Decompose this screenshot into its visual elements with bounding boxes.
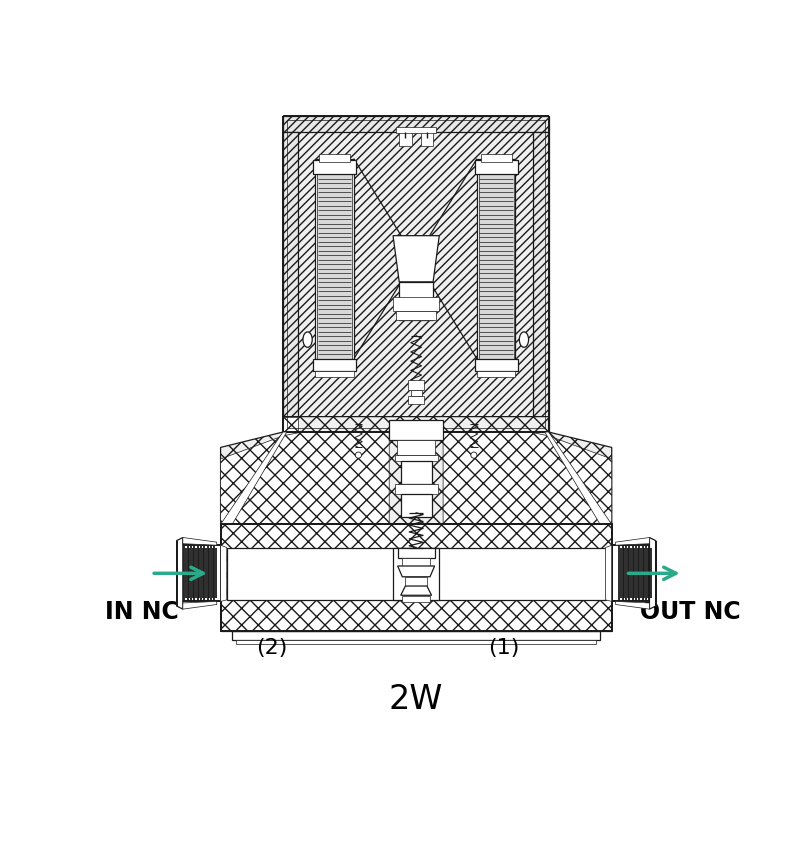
- Polygon shape: [282, 416, 298, 432]
- Bar: [396, 127, 436, 133]
- Bar: [388, 420, 443, 440]
- Bar: [397, 547, 434, 558]
- Bar: [315, 159, 354, 359]
- Bar: [405, 577, 427, 586]
- Text: 2W: 2W: [388, 684, 443, 717]
- Bar: [394, 455, 437, 461]
- Bar: [408, 380, 423, 389]
- Polygon shape: [282, 416, 298, 432]
- Ellipse shape: [519, 332, 528, 347]
- Polygon shape: [393, 235, 439, 282]
- Circle shape: [355, 452, 361, 458]
- Polygon shape: [182, 601, 217, 609]
- Polygon shape: [221, 432, 388, 525]
- Bar: [393, 297, 439, 311]
- Bar: [399, 132, 411, 145]
- Polygon shape: [615, 601, 649, 609]
- Ellipse shape: [303, 332, 311, 347]
- Bar: [401, 596, 430, 602]
- Bar: [312, 160, 356, 174]
- Bar: [408, 396, 423, 404]
- Polygon shape: [221, 545, 226, 601]
- Polygon shape: [401, 586, 431, 595]
- Bar: [480, 154, 511, 161]
- Text: OUT NC: OUT NC: [639, 600, 740, 624]
- Bar: [401, 558, 430, 566]
- Bar: [232, 631, 599, 640]
- Polygon shape: [221, 525, 611, 631]
- Polygon shape: [397, 566, 434, 577]
- Polygon shape: [533, 132, 548, 416]
- Polygon shape: [615, 537, 649, 545]
- Polygon shape: [282, 116, 548, 132]
- Polygon shape: [298, 132, 533, 416]
- Circle shape: [470, 452, 476, 458]
- Polygon shape: [544, 432, 611, 525]
- Polygon shape: [649, 537, 654, 609]
- Polygon shape: [605, 545, 611, 601]
- Bar: [312, 359, 356, 371]
- Bar: [476, 371, 515, 378]
- Bar: [401, 494, 431, 516]
- Bar: [476, 159, 515, 359]
- Bar: [399, 282, 432, 320]
- Text: (2): (2): [255, 637, 287, 658]
- Polygon shape: [182, 537, 217, 545]
- Polygon shape: [282, 132, 298, 416]
- Text: IN NC: IN NC: [105, 600, 178, 624]
- Bar: [478, 174, 513, 359]
- Bar: [394, 484, 437, 494]
- Polygon shape: [533, 416, 548, 432]
- Polygon shape: [221, 432, 286, 525]
- Bar: [474, 359, 517, 371]
- Polygon shape: [443, 432, 611, 525]
- Bar: [396, 311, 436, 320]
- Bar: [474, 160, 517, 174]
- Bar: [393, 547, 439, 600]
- Polygon shape: [221, 416, 611, 525]
- Bar: [401, 461, 431, 484]
- Bar: [397, 440, 435, 455]
- Bar: [410, 389, 421, 396]
- Bar: [226, 547, 605, 600]
- Bar: [316, 174, 352, 359]
- Text: (1): (1): [487, 637, 519, 658]
- Polygon shape: [177, 537, 182, 609]
- Bar: [319, 154, 350, 161]
- Bar: [315, 371, 354, 378]
- Bar: [420, 132, 432, 145]
- Bar: [236, 640, 595, 643]
